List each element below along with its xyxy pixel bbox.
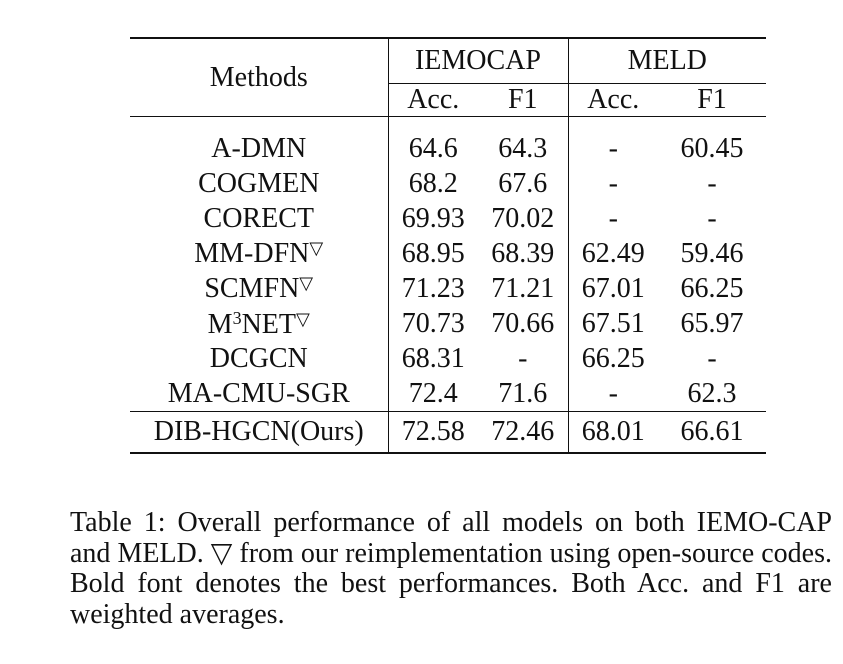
meld-acc-cell: 67.51 [581, 307, 645, 339]
meld-f1-cell: 60.45 [680, 132, 744, 164]
superscript-3: 3 [232, 307, 242, 328]
table-header-row-metrics: Acc. F1 Acc. F1 [130, 83, 766, 117]
results-table-container: Methods IEMOCAP MELD Acc. F1 Acc. F1 A-D… [130, 37, 766, 454]
ours-meld-acc-cell: 68.01 [581, 416, 645, 447]
header-body-separator [130, 116, 766, 131]
iemocap-acc-cell: 71.23 [401, 272, 465, 304]
meld-f1-cell: 66.25 [680, 272, 744, 304]
meld-f1-cell: - [707, 202, 717, 234]
methods-header: Methods [130, 38, 389, 117]
table-header-row-groups: Methods IEMOCAP MELD [130, 38, 766, 117]
ours-iemocap-f1-cell: 72.46 [478, 411, 569, 453]
iemocap-acc-cell: 68.95 [401, 237, 465, 269]
table-row: CORECT 69.93 70.02 - - [130, 201, 766, 236]
meld-f1-cell: 59.46 [680, 237, 744, 269]
iemocap-f1-cell: - [478, 341, 569, 376]
meld-acc-cell: - [608, 132, 618, 164]
iemocap-acc-header: Acc. [407, 84, 460, 115]
iemocap-group-header: IEMOCAP [388, 38, 569, 84]
method-cell: MM-DFN▽ [130, 236, 389, 271]
table-row: M3NET▽ 70.73 70.66 67.51 65.97 [130, 306, 766, 341]
iemocap-acc-cell: 69.93 [401, 202, 465, 234]
table-row: A-DMN 64.6 64.3 - 60.45 [130, 131, 766, 166]
meld-f1-cell: 65.97 [680, 307, 744, 339]
meld-acc-cell: 67.01 [581, 272, 645, 304]
iemocap-f1-cell: 71.21 [478, 271, 569, 306]
iemocap-f1-cell: 70.66 [478, 306, 569, 341]
iemocap-acc-cell: 64.6 [408, 132, 458, 164]
ours-method-cell: DIB-HGCN(Ours) [130, 411, 389, 453]
iemocap-f1-cell: 67.6 [478, 166, 569, 201]
method-cell: COGMEN [130, 166, 389, 201]
ours-iemocap-acc-cell: 72.58 [401, 416, 465, 447]
iemocap-f1-cell: 71.6 [478, 376, 569, 412]
reimplementation-marker: ▽ [309, 238, 324, 258]
meld-f1-cell: 62.3 [687, 377, 737, 409]
iemocap-f1-header: F1 [478, 83, 569, 117]
method-cell: DCGCN [130, 341, 389, 376]
iemocap-f1-cell: 68.39 [478, 236, 569, 271]
iemocap-f1-cell: 64.3 [478, 131, 569, 166]
meld-acc-cell: 66.25 [581, 342, 645, 374]
reimplementation-marker: ▽ [299, 273, 314, 293]
meld-acc-cell: - [608, 377, 618, 409]
iemocap-f1-cell: 70.02 [478, 201, 569, 236]
method-cell: SCMFN▽ [130, 271, 389, 306]
iemocap-acc-cell: 72.4 [408, 377, 458, 409]
meld-acc-header: Acc. [587, 84, 640, 115]
meld-f1-cell: - [707, 167, 717, 199]
method-cell: A-DMN [130, 131, 389, 166]
iemocap-acc-cell: 68.2 [408, 167, 458, 199]
method-cell: CORECT [130, 201, 389, 236]
meld-acc-cell: - [608, 167, 618, 199]
table-caption: Table 1: Overall performance of all mode… [70, 507, 832, 630]
table-row: SCMFN▽ 71.23 71.21 67.01 66.25 [130, 271, 766, 306]
ours-meld-f1-cell: 66.61 [680, 416, 744, 447]
ours-row: DIB-HGCN(Ours) 72.58 72.46 68.01 66.61 [130, 411, 766, 453]
meld-f1-header: F1 [697, 84, 727, 115]
iemocap-acc-cell: 70.73 [401, 307, 465, 339]
iemocap-acc-cell: 68.31 [401, 342, 465, 374]
table-row: COGMEN 68.2 67.6 - - [130, 166, 766, 201]
method-cell: MA-CMU-SGR [130, 376, 389, 412]
method-cell: M3NET▽ [130, 306, 389, 341]
meld-f1-cell: - [707, 342, 717, 374]
meld-acc-cell: - [608, 202, 618, 234]
table-row: MM-DFN▽ 68.95 68.39 62.49 59.46 [130, 236, 766, 271]
table-row: DCGCN 68.31 - 66.25 - [130, 341, 766, 376]
meld-group-header: MELD [568, 38, 766, 84]
meld-acc-cell: 62.49 [581, 237, 645, 269]
results-table: Methods IEMOCAP MELD Acc. F1 Acc. F1 A-D… [130, 37, 766, 454]
reimplementation-marker: ▽ [296, 308, 310, 329]
table-row: MA-CMU-SGR 72.4 71.6 - 62.3 [130, 376, 766, 412]
